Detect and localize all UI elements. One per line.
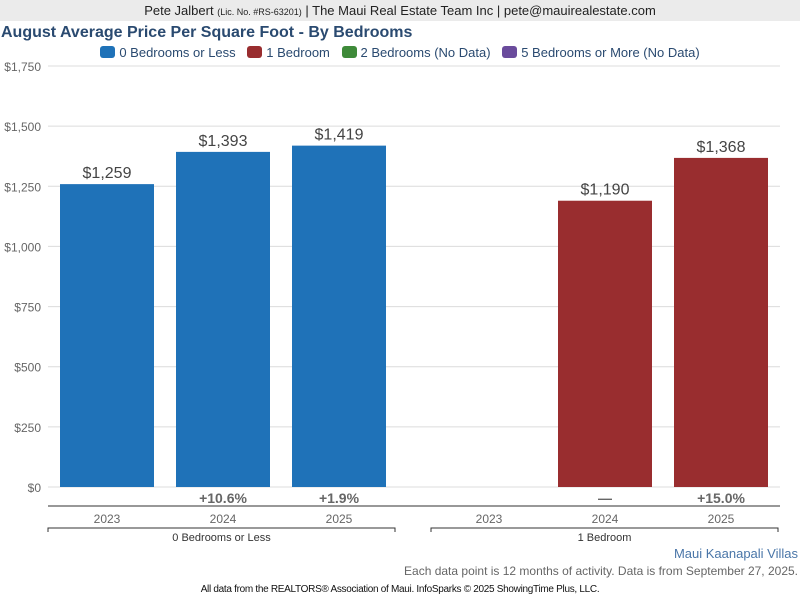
legend-swatch-icon: [502, 46, 518, 58]
y-tick-label: $250: [14, 421, 41, 435]
data-label: $1,190: [581, 182, 630, 199]
group-label: 0 Bedrooms or Less: [172, 532, 271, 544]
legend-swatch-icon: [247, 46, 263, 58]
x-tick-label: 2024: [210, 512, 237, 526]
x-tick-label: 2025: [326, 512, 353, 526]
legend-item-0-bedrooms[interactable]: 0 Bedrooms or Less: [100, 45, 236, 60]
data-label: $1,393: [199, 133, 248, 150]
legend-item-1-bedroom[interactable]: 1 Bedroom: [247, 45, 330, 60]
chart-title: August Average Price Per Square Foot - B…: [1, 24, 413, 41]
group-bracket: [47, 527, 396, 532]
bar: [292, 145, 386, 487]
legend-label: 0 Bedrooms or Less: [119, 45, 236, 60]
bar: [60, 184, 154, 487]
data-label: $1,419: [315, 127, 364, 144]
legend-label: 1 Bedroom: [266, 45, 330, 60]
change-label: +10.6%: [199, 490, 247, 506]
bar: [558, 200, 652, 487]
legend-label: 5 Bedrooms or More (No Data): [521, 45, 700, 60]
y-tick-label: $1,500: [4, 120, 41, 134]
y-tick-label: $1,000: [4, 240, 41, 254]
x-tick-label: 2024: [592, 512, 619, 526]
agent-name: Pete Jalbert: [144, 3, 214, 18]
y-tick-label: $750: [14, 301, 41, 315]
agent-details: | The Maui Real Estate Team Inc | pete@m…: [305, 3, 656, 18]
data-label: $1,259: [83, 165, 132, 182]
change-label: +15.0%: [697, 490, 745, 506]
y-tick-label: $1,750: [4, 60, 41, 74]
agent-header: Pete Jalbert (Lic. No. #RS-63201) | The …: [0, 0, 800, 21]
y-tick-label: $1,250: [4, 180, 41, 194]
data-note: Each data point is 12 months of activity…: [404, 564, 798, 578]
legend-swatch-icon: [100, 46, 116, 58]
x-tick-label: 2023: [476, 512, 503, 526]
area-name: Maui Kaanapali Villas: [673, 546, 798, 561]
x-tick-label: 2023: [94, 512, 121, 526]
group-label: 1 Bedroom: [578, 532, 632, 544]
legend-item-2-bedrooms[interactable]: 2 Bedrooms (No Data): [341, 45, 491, 60]
data-source: All data from the REALTORS® Association …: [200, 584, 600, 595]
chart-legend: 0 Bedrooms or Less 1 Bedroom 2 Bedrooms …: [0, 45, 800, 60]
legend-swatch-icon: [341, 46, 357, 58]
data-label: $1,368: [697, 139, 746, 156]
bar: [674, 157, 768, 487]
bar: [176, 151, 270, 487]
y-tick-label: $500: [14, 361, 41, 375]
x-tick-label: 2025: [708, 512, 735, 526]
change-label: +1.9%: [319, 490, 360, 506]
legend-label: 2 Bedrooms (No Data): [360, 45, 491, 60]
legend-item-5-bedrooms[interactable]: 5 Bedrooms or More (No Data): [502, 45, 700, 60]
group-bracket: [430, 527, 779, 532]
change-label: —: [598, 490, 612, 506]
license-number: (Lic. No. #RS-63201): [217, 7, 302, 17]
y-tick-label: $0: [28, 481, 42, 495]
